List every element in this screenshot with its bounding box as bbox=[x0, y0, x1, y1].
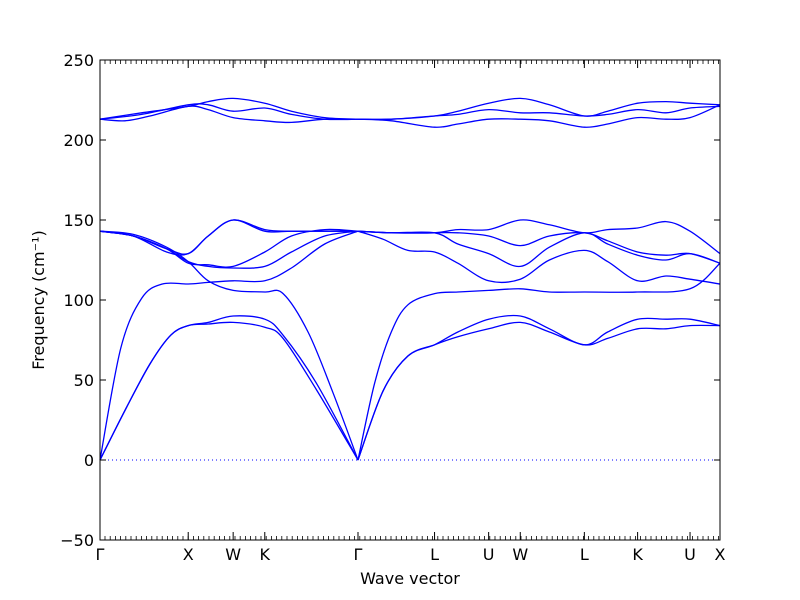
series-line-13 bbox=[357, 314, 721, 461]
y-tick-label: −50 bbox=[60, 531, 94, 550]
series-line-3 bbox=[99, 321, 359, 461]
series-line-4 bbox=[99, 230, 359, 461]
series-line-9 bbox=[99, 105, 358, 124]
x-tick-label: K bbox=[632, 545, 643, 564]
y-axis-label: Frequency (cm⁻¹) bbox=[29, 230, 48, 369]
x-tick-label: U bbox=[483, 545, 495, 564]
x-tick-label: L bbox=[430, 545, 439, 564]
x-tick-label: W bbox=[225, 545, 241, 564]
x-tick-label: K bbox=[260, 545, 271, 564]
series-line-16 bbox=[357, 230, 721, 268]
series-lines bbox=[99, 97, 721, 461]
series-line-15 bbox=[357, 230, 721, 285]
x-tick-label: U bbox=[684, 545, 696, 564]
series-line-8 bbox=[99, 219, 358, 255]
y-axis-ticks: −50 0 50 100 150 200 250 bbox=[60, 51, 720, 550]
plot-frame bbox=[99, 59, 721, 541]
y-tick-label: 0 bbox=[84, 451, 94, 470]
series-line-17 bbox=[357, 230, 721, 264]
series-line-7 bbox=[99, 230, 359, 269]
x-minor-ticks bbox=[104, 60, 719, 540]
y-tick-label: 200 bbox=[63, 131, 94, 150]
x-axis-label: Wave vector bbox=[360, 569, 460, 588]
series-line-2 bbox=[99, 315, 359, 461]
series-line-12 bbox=[357, 321, 721, 461]
x-tick-label: X bbox=[183, 545, 194, 564]
series-line-19 bbox=[357, 104, 721, 128]
series-line-14 bbox=[357, 262, 721, 461]
series-line-21 bbox=[357, 97, 721, 121]
x-tick-label: Γ bbox=[354, 545, 363, 564]
x-tick-label: L bbox=[580, 545, 589, 564]
series-line-18 bbox=[357, 219, 721, 255]
y-tick-label: 100 bbox=[63, 291, 94, 310]
x-tick-label: W bbox=[512, 545, 528, 564]
x-tick-label: Γ bbox=[96, 545, 105, 564]
y-tick-label: 150 bbox=[63, 211, 94, 230]
y-tick-label: 50 bbox=[74, 371, 94, 390]
x-tick-label: X bbox=[715, 545, 726, 564]
series-line-11 bbox=[99, 97, 359, 120]
y-tick-label: 250 bbox=[63, 51, 94, 70]
series-line-5 bbox=[99, 228, 359, 268]
series-line-10 bbox=[99, 103, 358, 121]
series-line-1 bbox=[99, 230, 359, 461]
